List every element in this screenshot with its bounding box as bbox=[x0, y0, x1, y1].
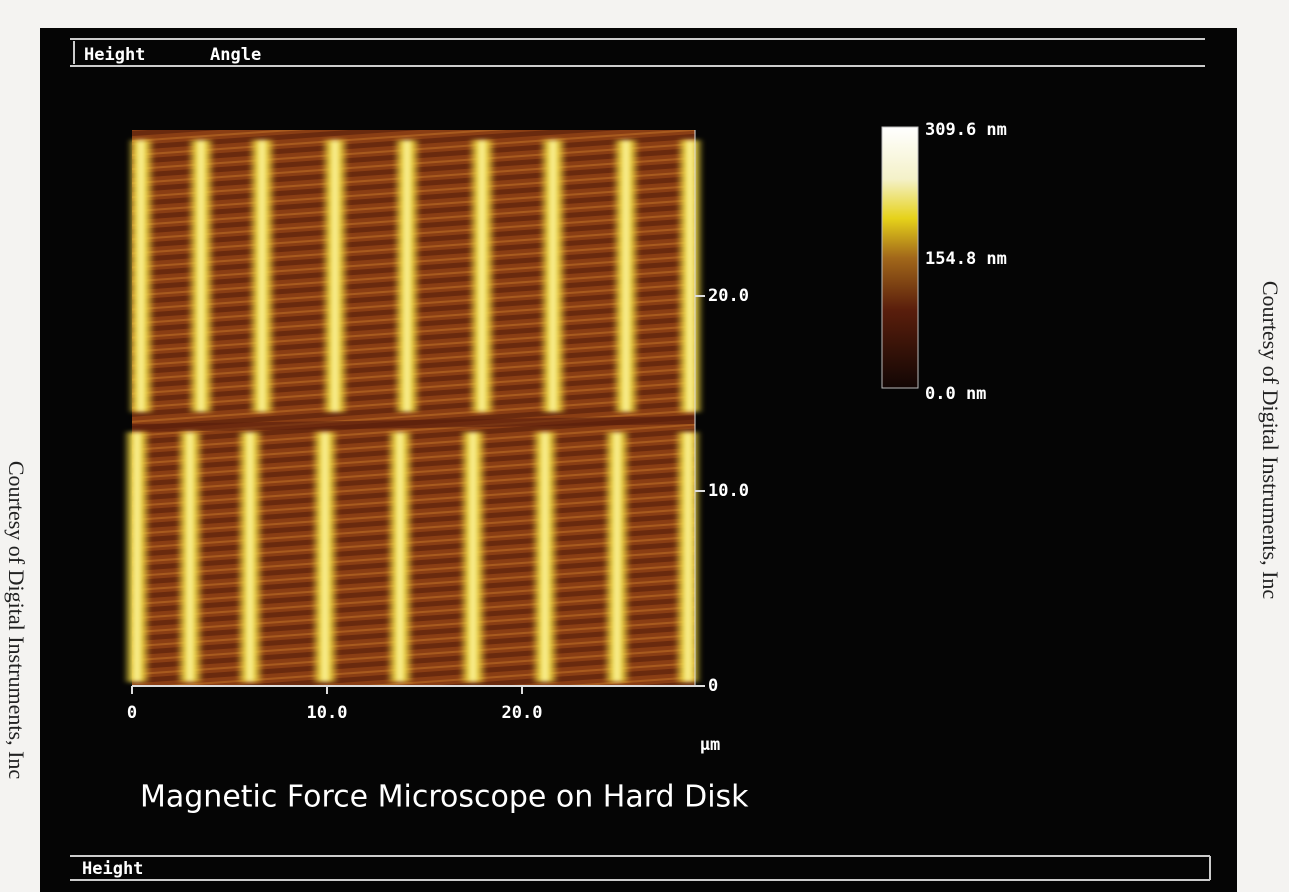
track-stripe bbox=[603, 432, 631, 682]
y-tick-label: 20.0 bbox=[708, 286, 749, 306]
colorbar-label: 0.0 nm bbox=[925, 384, 986, 404]
colorbar-label: 154.8 nm bbox=[925, 249, 1007, 269]
x-tick-label: 20.0 bbox=[502, 703, 543, 723]
track-stripe bbox=[459, 432, 487, 682]
y-tick-label: 0 bbox=[708, 676, 718, 696]
x-unit: µm bbox=[700, 735, 720, 755]
track-stripe bbox=[531, 432, 559, 682]
caption: Magnetic Force Microscope on Hard Disk bbox=[140, 780, 749, 815]
tab-angle[interactable]: Angle bbox=[210, 45, 261, 65]
tab-height[interactable]: Height bbox=[84, 45, 145, 65]
colorbar bbox=[882, 127, 918, 388]
track-stripe bbox=[248, 140, 276, 412]
track-stripe bbox=[612, 140, 640, 412]
track-stripe bbox=[674, 432, 702, 682]
track-stripe bbox=[123, 432, 151, 682]
track-stripe bbox=[468, 140, 496, 412]
track-stripe bbox=[311, 432, 339, 682]
x-tick-label: 10.0 bbox=[307, 703, 348, 723]
x-tick-label: 0 bbox=[127, 703, 137, 723]
track-stripe bbox=[236, 432, 264, 682]
track-stripe bbox=[539, 140, 567, 412]
track-stripe bbox=[676, 140, 704, 412]
track-stripe bbox=[127, 140, 155, 412]
colorbar-label: 309.6 nm bbox=[925, 120, 1007, 140]
track-stripe bbox=[386, 432, 414, 682]
credit-left: Courtesy of Digital Instruments, Inc bbox=[4, 461, 29, 780]
track-stripe bbox=[321, 140, 349, 412]
track-stripe bbox=[393, 140, 421, 412]
tab-height-footer[interactable]: Height bbox=[82, 859, 143, 879]
credit: Courtesy of Digital Instruments, Inc bbox=[1258, 281, 1283, 600]
track-stripe bbox=[187, 140, 215, 412]
y-tick-label: 10.0 bbox=[708, 481, 749, 501]
screenshot: Height Angle 309.6 nm 154.8 nm 0.0 nm µm… bbox=[0, 0, 1289, 892]
mfm-image bbox=[123, 130, 704, 686]
track-stripe bbox=[176, 432, 204, 682]
